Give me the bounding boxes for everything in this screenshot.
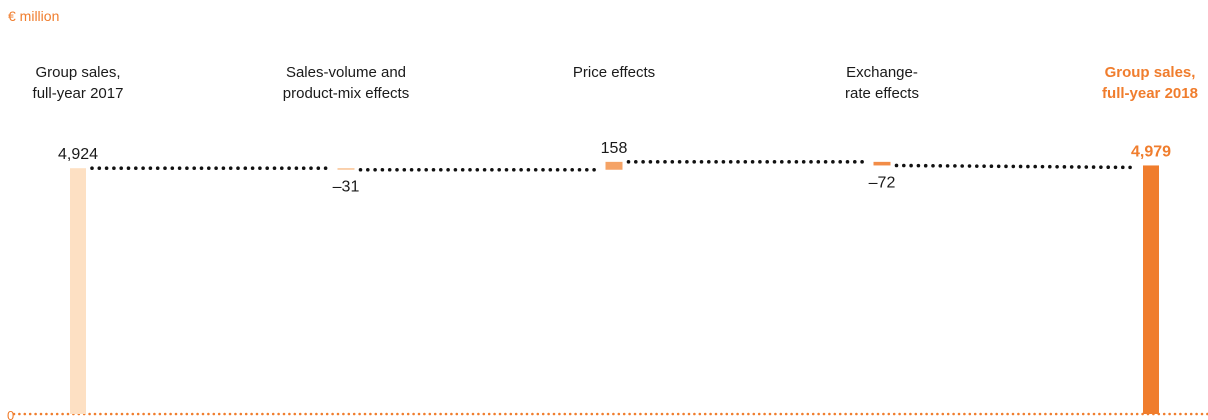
category-label-end: Group sales, full-year 2018 xyxy=(1102,64,1198,102)
bar-4 xyxy=(873,161,891,166)
value-label-5: 4,979 xyxy=(1131,143,1171,160)
category-label-price: Price effects xyxy=(572,64,656,81)
bar-3 xyxy=(605,161,623,170)
category-label-volume: Sales-volume and product-mix effects xyxy=(282,64,410,102)
bar-2 xyxy=(337,168,355,170)
category-label-exchange: Exchange- rate effects xyxy=(845,64,919,102)
value-label-3: 158 xyxy=(601,140,628,157)
bar-5 xyxy=(1143,165,1159,414)
bar-1 xyxy=(70,168,86,414)
value-label-1: 4,924 xyxy=(58,146,98,163)
value-label-4: –72 xyxy=(869,174,896,191)
category-label-start: Group sales, full-year 2017 xyxy=(32,64,124,102)
unit-label: € million xyxy=(8,8,60,24)
connector-line-4 xyxy=(894,163,1139,170)
baseline-zero-label: 0 xyxy=(7,408,14,420)
value-label-2: –31 xyxy=(333,179,360,196)
